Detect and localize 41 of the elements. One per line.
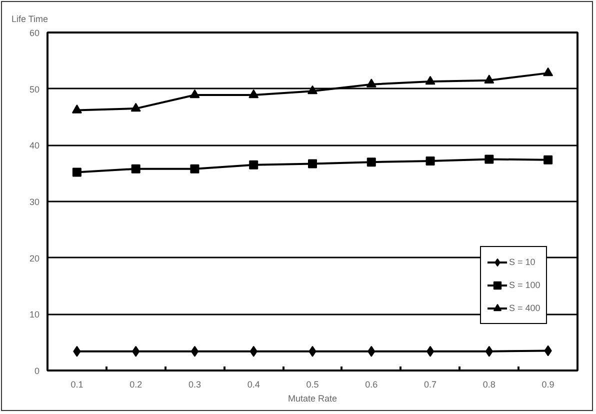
point bbox=[72, 168, 82, 177]
point bbox=[308, 159, 317, 168]
legend-label: S = 400 bbox=[509, 302, 540, 315]
x-tick-label: 0.6 bbox=[365, 380, 378, 390]
x-tick-label: 0.2 bbox=[130, 380, 142, 390]
point bbox=[484, 74, 494, 84]
x-tick-label: 0.5 bbox=[306, 380, 319, 390]
y-tick-label: 60 bbox=[29, 28, 40, 38]
point bbox=[366, 78, 376, 88]
point bbox=[484, 154, 494, 164]
y-tick-label: 30 bbox=[29, 197, 40, 207]
x-tick-label: 0.7 bbox=[424, 380, 437, 390]
point bbox=[190, 89, 200, 98]
x-axis-title: Mutate Rate bbox=[288, 394, 338, 404]
y-tick-label: 40 bbox=[29, 140, 40, 151]
point bbox=[72, 104, 82, 114]
x-tick-label: 0.8 bbox=[482, 380, 496, 390]
point bbox=[308, 85, 318, 94]
point bbox=[190, 164, 200, 174]
point bbox=[366, 158, 376, 167]
x-tick-label: 0.1 bbox=[70, 380, 84, 390]
point bbox=[544, 155, 553, 164]
y-tick-label: 0 bbox=[34, 366, 40, 376]
point bbox=[425, 76, 436, 85]
point bbox=[131, 164, 140, 174]
legend-label: S = 100 bbox=[509, 279, 540, 292]
point bbox=[426, 156, 435, 166]
x-tick-label: 0.9 bbox=[542, 380, 554, 390]
x-tick-label: 0.4 bbox=[247, 380, 260, 390]
point bbox=[190, 346, 199, 357]
y-tick-label: 10 bbox=[29, 310, 40, 320]
y-axis-title: Life Time bbox=[12, 14, 48, 24]
x-tick-label: 0.3 bbox=[188, 380, 201, 390]
point bbox=[426, 346, 434, 357]
point bbox=[130, 102, 141, 112]
point bbox=[543, 67, 554, 76]
legend-label: S = 10 bbox=[509, 256, 536, 269]
y-tick-label: 20 bbox=[29, 253, 40, 264]
y-tick-label: 50 bbox=[29, 84, 40, 94]
point bbox=[249, 160, 258, 170]
point bbox=[248, 89, 259, 98]
